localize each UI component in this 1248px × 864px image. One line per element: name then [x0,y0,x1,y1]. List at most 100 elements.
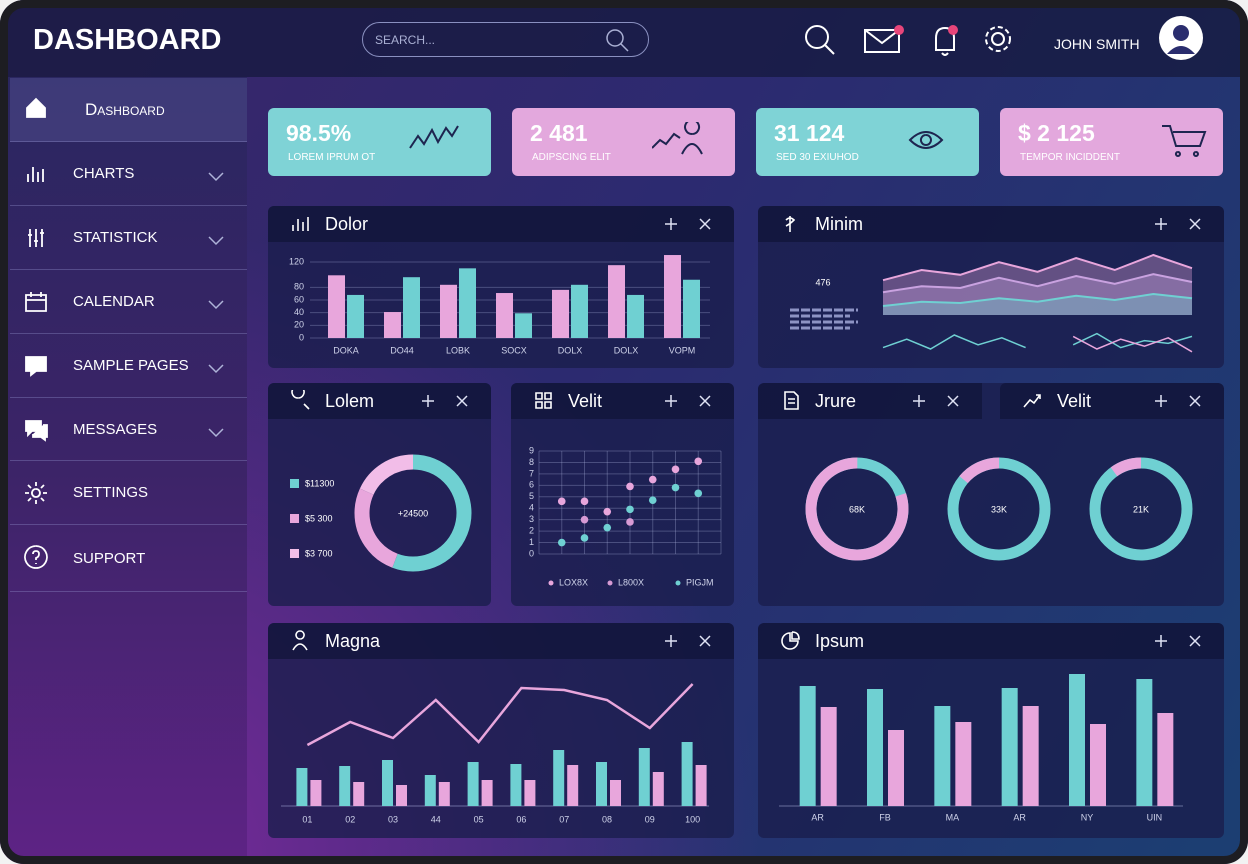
panel-title: Jrure [815,391,857,411]
panel-tab[interactable]: Velit [1000,383,1224,419]
add-button[interactable] [665,635,677,647]
x-tick-label: SOCX [501,345,527,355]
close-button[interactable] [1189,395,1201,407]
panel-header: Minim [758,206,1224,242]
nav-icon [26,97,46,118]
bar [638,748,650,806]
x-tick-label: AR [1013,812,1026,822]
ring-fill [1089,457,1193,561]
add-button[interactable] [1155,635,1167,647]
nav-item[interactable]: CALENDAR [10,270,247,334]
nav-item[interactable]: Dashboard [10,78,247,142]
y-tick-label: 8 [529,457,534,467]
nav-label: MESSAGES [73,420,158,438]
scatter-point [580,497,589,506]
close-button[interactable] [699,635,711,647]
nav-item[interactable]: SETTINGS [10,461,247,525]
close-button[interactable] [699,395,711,407]
line [882,332,1193,350]
x-tick-label: 01 [302,814,312,824]
scatter-point [694,457,703,466]
bar [1157,713,1174,806]
donut-segment [354,454,472,572]
bar [459,268,476,338]
panel-icon [292,217,309,231]
close-button[interactable] [947,395,959,407]
header-icons[interactable] [790,10,1248,70]
panel-controls[interactable] [1154,390,1214,412]
panel-controls[interactable] [421,390,481,412]
x-tick-label: 05 [474,814,484,824]
x-tick-label: NY [1081,812,1094,822]
add-button[interactable] [1155,395,1167,407]
icon-shape [292,217,309,231]
panel-controls[interactable] [1154,213,1214,235]
close-button[interactable] [1189,635,1201,647]
panel-controls[interactable] [664,390,724,412]
panel-controls[interactable] [664,630,724,652]
bar [384,312,401,338]
chevron-shape [208,428,224,438]
close-button[interactable] [699,218,711,230]
add-button[interactable] [913,395,925,407]
bar [955,722,972,806]
search-box[interactable]: SEARCH... [362,22,649,57]
legend-swatch [548,580,554,586]
ring-label: 33K [991,504,1007,514]
bar [1022,706,1039,806]
stat-card: 2 481 ADIPSCING ELIT [512,108,735,176]
icon-shape [292,630,308,651]
panel-header: Jrure [758,383,982,419]
x-tick-label: DOKA [333,345,359,355]
x-tick-label: 02 [345,814,355,824]
nav-item[interactable]: CHARTS [10,142,247,206]
add-button[interactable] [665,218,677,230]
donut-segment [354,454,472,572]
scatter-point [671,483,680,492]
bar [515,313,532,338]
add-button[interactable] [1155,218,1167,230]
x-tick-label: 06 [516,814,526,824]
panel-icon [535,392,552,409]
close-button[interactable] [1189,218,1201,230]
panel-controls[interactable] [664,213,724,235]
chart: 68K 33K 21K [805,457,1193,561]
bar [681,742,693,806]
y-tick-label: 80 [294,282,304,292]
panel-title: Lolem [325,391,375,411]
legend-swatch [290,514,299,523]
chart: 476 [790,253,1193,353]
panel-controls[interactable] [1154,630,1214,652]
add-button[interactable] [665,395,677,407]
header: DASHBOARD SEARCH... JOHN SMITH [0,0,1248,77]
close-button[interactable] [456,395,468,407]
chart: 0 20 40 60 80 120 DOKA DO44 LOBK SOCX DOLX DOLX VOPM [289,255,710,355]
stat-card: 98.5% LOREM IPRUM OT [268,108,491,176]
panel-icon [292,630,308,651]
y-tick-label: 7 [529,468,534,478]
ring-label: 68K [849,504,865,514]
bar [888,730,904,806]
panel-velit: Velit 0 1 2 3 4 5 6 7 8 9 LOX8X L800X PIGJM [511,383,734,606]
nav-item[interactable]: MESSAGES [10,398,247,461]
chart: 01 234 56 78 9 LOX8X L800X PIGJM [529,445,722,587]
nav-item[interactable]: STATISTICK [10,206,247,270]
bar [799,686,816,806]
y-tick-label: 20 [294,320,304,330]
add-button[interactable] [422,395,434,407]
bar [867,689,883,806]
panel-controls[interactable] [912,390,972,412]
bar [510,764,522,806]
nav-icon [27,167,44,182]
scatter-point [626,482,634,491]
bar [440,284,457,338]
y-tick-label: 0 [529,548,534,558]
stat-icon [409,125,459,149]
user-name: JOHN SMITH [1054,36,1140,52]
ring-fill [947,457,1051,561]
nav-item[interactable]: SUPPORT [10,525,247,592]
bar [403,277,420,338]
icon-shape [785,216,796,232]
bar [596,762,607,806]
nav-item[interactable]: SAMPLE PAGES [10,334,247,398]
